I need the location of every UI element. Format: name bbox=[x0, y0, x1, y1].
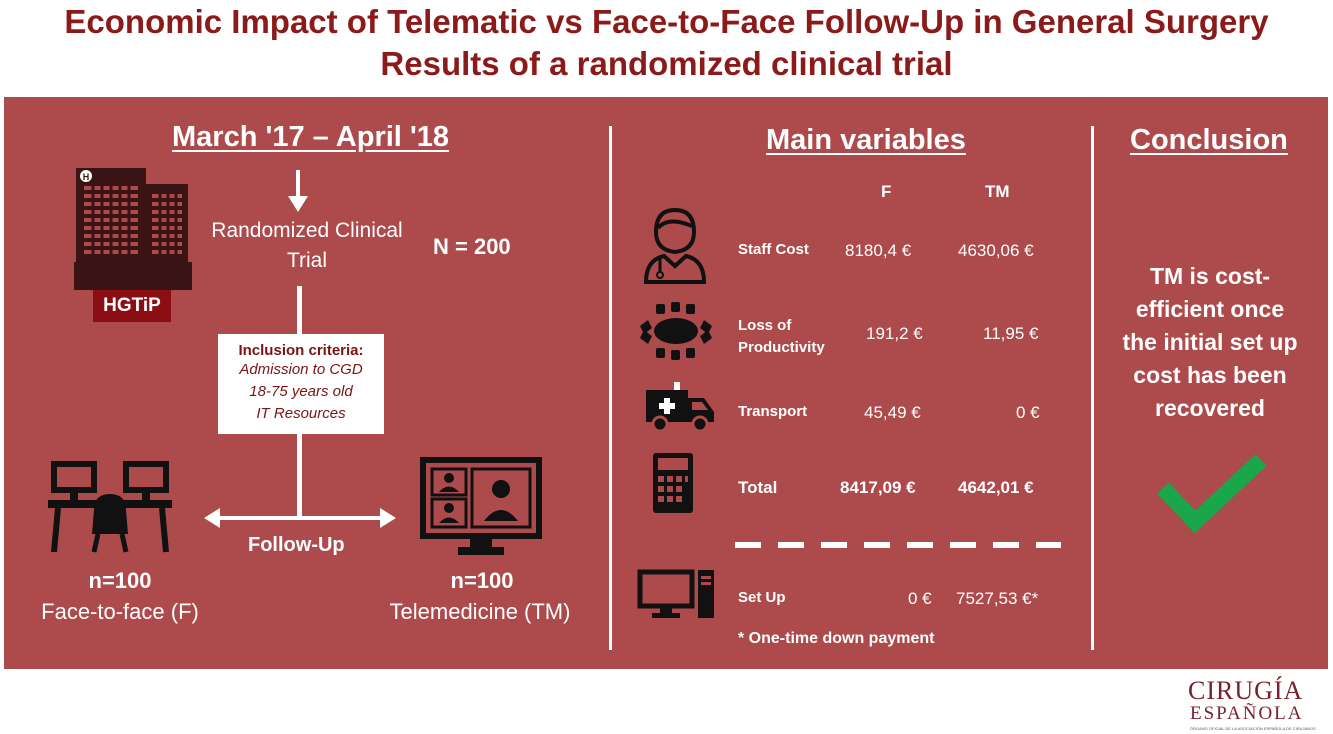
value-f-total: 8417,09 € bbox=[840, 478, 916, 497]
hospital-label-text: HGTiP bbox=[103, 295, 161, 316]
conclusion-text: TM is cost- efficient once the initial s… bbox=[1104, 260, 1316, 425]
group-f-n: n=100 bbox=[88, 568, 152, 593]
inclusion-item: Admission to CGD bbox=[239, 361, 363, 378]
dashed-separator bbox=[735, 542, 1061, 548]
row-label-staff-cost: Staff Cost bbox=[738, 241, 809, 258]
conclusion-line: the initial set up bbox=[1122, 329, 1298, 355]
value-tm-total: 4642,01 € bbox=[958, 478, 1034, 497]
journal-logo-caption: ÓRGANO OFICIAL DE LA ASOCIACIÓN ESPAÑOLA… bbox=[1190, 726, 1316, 731]
row-label-setup: Set Up bbox=[738, 589, 786, 606]
row-label-line: Productivity bbox=[738, 339, 825, 356]
row-label-line: Loss of bbox=[738, 317, 792, 334]
value-f-transport: 45,49 € bbox=[864, 403, 921, 422]
arrow-down-icon bbox=[288, 170, 308, 212]
meeting-icon bbox=[640, 302, 712, 360]
face-to-face-desk-icon bbox=[48, 461, 172, 553]
hospital-label: HGTiP bbox=[93, 290, 171, 322]
column-divider bbox=[1091, 126, 1094, 650]
inclusion-item: 18-75 years old bbox=[249, 383, 353, 400]
main-title: Economic Impact of Telematic vs Face-to-… bbox=[64, 3, 1269, 40]
value-f-productivity: 191,2 € bbox=[866, 324, 923, 343]
inclusion-title: Inclusion criteria: bbox=[238, 342, 364, 359]
row-label-total: Total bbox=[738, 478, 778, 497]
conclusion-line: TM is cost- bbox=[1149, 263, 1271, 289]
doctor-icon bbox=[643, 207, 707, 284]
footnote: * One-time down payment bbox=[738, 630, 935, 647]
value-f-setup: 0 € bbox=[908, 589, 932, 608]
column-header-f: F bbox=[881, 182, 892, 201]
followup-label: Follow-Up bbox=[248, 534, 345, 556]
calculator-icon bbox=[653, 453, 693, 513]
inclusion-item: IT Resources bbox=[256, 405, 346, 422]
column-divider bbox=[609, 126, 612, 650]
value-tm-transport: 0 € bbox=[1016, 403, 1040, 422]
computer-icon bbox=[637, 569, 714, 618]
checkmark-icon bbox=[1157, 454, 1267, 534]
study-period: March '17 – April '18 bbox=[172, 121, 450, 153]
study-design-line: Trial bbox=[286, 249, 328, 272]
inclusion-criteria-box: Inclusion criteria: Admission to CGD 18-… bbox=[218, 334, 384, 434]
journal-logo-title: CIRUGÍA bbox=[1188, 676, 1304, 705]
ambulance-icon bbox=[646, 382, 714, 433]
group-f-label: Face-to-face (F) bbox=[41, 599, 199, 624]
value-tm-setup: 7527,53 €* bbox=[956, 589, 1039, 608]
conclusion-title: Conclusion bbox=[1130, 124, 1288, 156]
main-variables-title: Main variables bbox=[766, 124, 966, 156]
hospital-icon: H bbox=[74, 168, 192, 290]
double-arrow-icon bbox=[204, 508, 396, 528]
conclusion-line: recovered bbox=[1155, 395, 1265, 421]
row-label-productivity: Loss of Productivity bbox=[738, 315, 825, 359]
svg-text:H: H bbox=[83, 172, 90, 182]
column-header-tm: TM bbox=[985, 182, 1010, 201]
telemedicine-screen-icon bbox=[420, 457, 542, 555]
conclusion-line: cost has been bbox=[1133, 362, 1287, 388]
sample-size: N = 200 bbox=[433, 234, 511, 259]
subtitle: Results of a randomized clinical trial bbox=[380, 45, 953, 82]
value-f-staff-cost: 8180,4 € bbox=[845, 241, 912, 260]
study-design-line: Randomized Clinical bbox=[211, 219, 403, 242]
value-tm-productivity: 11,95 € bbox=[983, 324, 1039, 343]
group-tm-n: n=100 bbox=[450, 568, 514, 593]
conclusion-line: efficient once bbox=[1135, 296, 1285, 322]
journal-logo-subtitle: ESPAÑOLA bbox=[1190, 703, 1304, 724]
study-design: Randomized Clinical Trial bbox=[200, 216, 414, 276]
group-tm-label: Telemedicine (TM) bbox=[389, 599, 571, 624]
value-tm-staff-cost: 4630,06 € bbox=[958, 241, 1034, 260]
row-label-transport: Transport bbox=[738, 403, 808, 420]
